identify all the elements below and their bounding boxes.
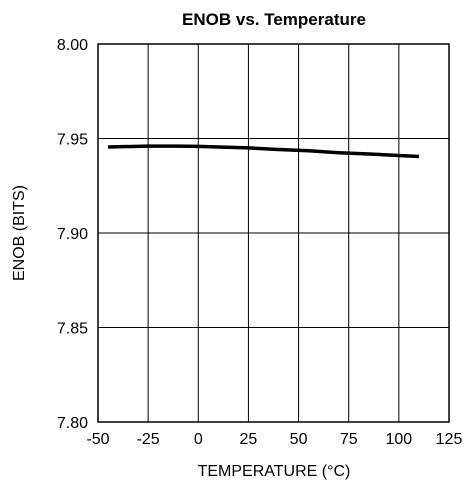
chart-title: ENOB vs. Temperature	[182, 10, 366, 29]
x-tick-label: 100	[386, 431, 413, 448]
series-group	[107, 144, 419, 159]
x-tick-label: 75	[340, 431, 358, 448]
grid	[97, 43, 450, 423]
x-tick-label: -50	[86, 431, 109, 448]
x-tick-label: 0	[194, 431, 203, 448]
y-tick-label: 8.00	[57, 37, 88, 54]
tick-labels: -50 -25 0 25 50 75 100 125 7.80 7.85 7.90 7.95 8.00	[57, 37, 463, 448]
x-tick-label: 25	[240, 431, 258, 448]
y-tick-label: 7.85	[57, 321, 88, 338]
x-axis-label: TEMPERATURE (°C)	[198, 463, 351, 480]
y-tick-label: 7.90	[57, 226, 88, 243]
y-axis-label: ENOB (BITS)	[11, 185, 28, 281]
y-tick-label: 7.95	[57, 132, 88, 149]
series-line	[107, 144, 419, 159]
y-tick-label: 7.80	[57, 415, 88, 432]
x-tick-label: 50	[290, 431, 308, 448]
x-tick-label: -25	[137, 431, 160, 448]
x-tick-label: 125	[436, 431, 463, 448]
plot-frame	[97, 43, 450, 423]
